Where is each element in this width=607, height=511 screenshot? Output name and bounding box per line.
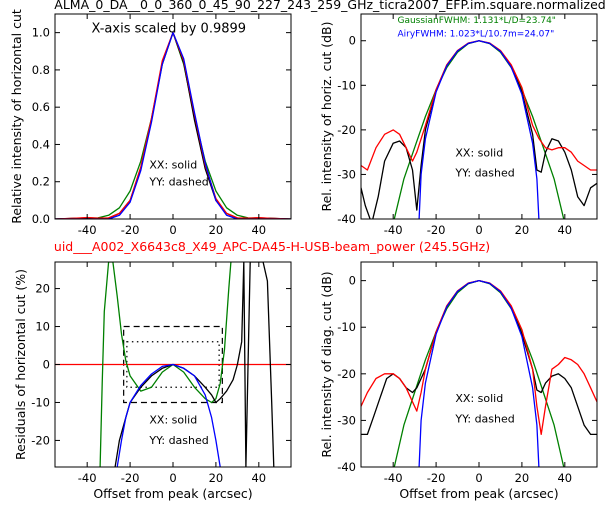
x-tick-label: -20: [427, 471, 446, 485]
plot-frame: [360, 261, 598, 468]
y-axis-label: Residuals of horizontal cut (%): [13, 269, 28, 460]
plot-frame: [360, 13, 598, 220]
x-tick-label: -20: [121, 223, 140, 237]
y-tick-label: 0: [349, 34, 356, 48]
x-tick-label: -40: [78, 223, 97, 237]
x-axis-label: Offset from peak (arcsec): [93, 486, 252, 501]
annotation-text: XX: solid: [149, 413, 197, 426]
y-tick-label: -40: [337, 212, 356, 226]
chart-panel-tr: -40 -20 0 20 40 -40 -30 -20 -10 0 Rel. intensity o…: [319, 13, 598, 237]
annotation-text: GaussianFWHM: 1.131*L/D=23.74": [397, 16, 555, 26]
annotation-text: XX: solid: [455, 392, 503, 405]
y-tick-label: 0.2: [32, 175, 50, 189]
series-line-red: [55, 31, 291, 219]
series-line-green: [55, 31, 291, 219]
series-line-black: [114, 262, 275, 467]
annotation-text: YY: dashed: [148, 434, 208, 447]
annotation-text: X-axis scaled by 0.9899: [91, 22, 246, 37]
series-line-blue: [55, 31, 291, 219]
y-tick-label: 0.4: [32, 137, 50, 151]
chart-panel-tl: -40 -20 0 20 40 0.0 0.2 0.4 0.6 0.8 1.0 Relative in…: [9, 9, 292, 237]
y-tick-label: -20: [337, 123, 356, 137]
annotation-text: YY: dashed: [454, 167, 514, 180]
x-tick-label: 40: [557, 471, 572, 485]
series-line-black: [55, 31, 291, 219]
y-tick-label: 0: [43, 358, 50, 372]
x-tick-label: 20: [209, 471, 224, 485]
annotation-text: AiryFWHM: 1.023*L/10.7m=24.07": [397, 29, 554, 39]
y-axis-label: Relative intensity of horizontal cut: [9, 9, 24, 224]
series-line-green: [99, 262, 232, 467]
y-tick-label: 10: [35, 320, 50, 334]
series-line-blue: [418, 279, 540, 467]
y-tick-label: -10: [337, 78, 356, 92]
x-tick-label: 20: [515, 223, 530, 237]
y-tick-label: -30: [337, 413, 356, 427]
figure-title: ALMA_0_DA__0_0_360_0_45_90_227_243_259_G…: [54, 0, 605, 12]
x-tick-label: -40: [384, 471, 403, 485]
y-axis-label: Rel. intensity of horiz. cut (dB): [319, 21, 334, 211]
y-tick-label: 1.0: [32, 26, 50, 40]
figure-subtitle: uid___A002_X6643c8_X49_APC-DA45-H-USB-be…: [54, 239, 490, 254]
x-tick-label: 20: [515, 471, 530, 485]
series-group: [361, 40, 597, 219]
series-line-red: [361, 279, 597, 436]
y-tick-label: 20: [35, 282, 50, 296]
y-tick-label: -10: [337, 320, 356, 334]
y-tick-label: 0.0: [32, 212, 50, 226]
series-group: [55, 262, 291, 467]
y-tick-label: -20: [337, 367, 356, 381]
x-tick-label: 0: [169, 471, 176, 485]
x-tick-label: -40: [384, 223, 403, 237]
series-line-black: [361, 279, 597, 436]
y-axis-label: Rel. intensity of diag. cut (dB): [319, 271, 334, 457]
chart-panel-bl: -40 -20 0 20 40 -20 -10 0 10 20 Residuals of horiz…: [13, 261, 292, 501]
y-tick-label: 0.8: [32, 63, 50, 77]
annotation-text: YY: dashed: [148, 175, 208, 188]
y-tick-label: -10: [31, 395, 50, 409]
series-line-blue: [116, 363, 221, 467]
annotation-text: XX: solid: [149, 159, 197, 172]
x-tick-label: 20: [209, 223, 224, 237]
x-tick-label: 40: [557, 223, 572, 237]
x-tick-label: 0: [169, 223, 176, 237]
x-tick-label: 40: [251, 471, 266, 485]
x-axis-label: Offset from peak (arcsec): [399, 486, 558, 501]
x-tick-label: -20: [427, 223, 446, 237]
series-group: [55, 31, 291, 219]
annotation-text: XX: solid: [455, 147, 503, 160]
y-tick-label: -30: [337, 167, 356, 181]
y-tick-label: -40: [337, 460, 356, 474]
y-tick-label: 0.6: [32, 100, 50, 114]
series-group: [361, 279, 597, 467]
y-tick-label: 0: [349, 274, 356, 288]
series-line-blue: [418, 40, 540, 219]
annotation-text: YY: dashed: [454, 413, 514, 426]
y-tick-label: -20: [31, 433, 50, 447]
x-tick-label: -40: [78, 471, 97, 485]
x-tick-label: 40: [251, 223, 266, 237]
x-tick-label: 0: [475, 223, 482, 237]
x-tick-label: -20: [121, 471, 140, 485]
x-tick-label: 0: [475, 471, 482, 485]
chart-panel-br: -40 -20 0 20 40 -40 -30 -20 -10 0 Rel. intensity o…: [319, 261, 598, 501]
